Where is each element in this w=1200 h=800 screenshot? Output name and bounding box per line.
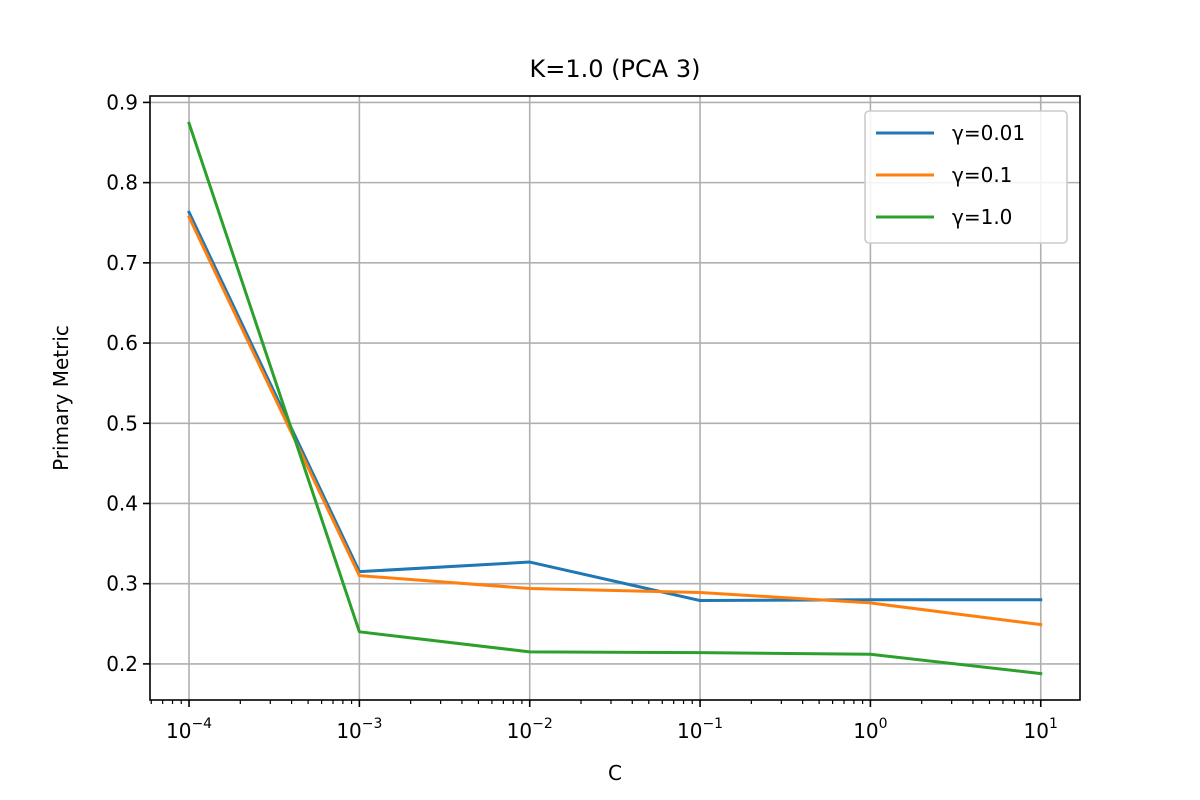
- grid: [150, 96, 1080, 700]
- x-tick-base: 10: [507, 719, 532, 743]
- x-tick-label: 100: [853, 716, 887, 743]
- chart-title: K=1.0 (PCA 3): [530, 55, 701, 83]
- x-tick-base: 10: [336, 719, 361, 743]
- x-tick-label: 10−2: [507, 716, 553, 743]
- x-tick-base: 10: [853, 719, 878, 743]
- y-tick-label: 0.8: [106, 171, 138, 195]
- y-tick-label: 0.4: [106, 491, 138, 515]
- series-line-3: [187, 121, 1043, 676]
- y-tick-label: 0.5: [106, 411, 138, 435]
- series-layer: [187, 121, 1043, 676]
- plot-frame: [149, 95, 1081, 701]
- x-tick-exponent: −4: [191, 716, 212, 732]
- y-tick-label: 0.2: [106, 652, 138, 676]
- x-tick-exponent: −3: [362, 716, 383, 732]
- x-tick-label: 10−3: [336, 716, 382, 743]
- x-tick-base: 10: [166, 719, 191, 743]
- legend-label-3: γ=1.0: [952, 205, 1012, 229]
- x-tick-exponent: −1: [702, 716, 723, 732]
- series-line-1: [187, 210, 1043, 603]
- legend: γ=0.01 γ=0.1 γ=1.0: [864, 110, 1068, 244]
- x-axis: 10−4 10−3 10−2 10−1 100 101: [150, 700, 1058, 743]
- y-tick-label: 0.7: [106, 251, 138, 275]
- x-tick-label: 10−1: [677, 716, 723, 743]
- x-tick-exponent: −2: [532, 716, 553, 732]
- y-axis: 0.2 0.3 0.4 0.5 0.6 0.7 0.8 0.9: [106, 90, 150, 676]
- x-tick-base: 10: [677, 719, 702, 743]
- legend-label-2: γ=0.1: [952, 163, 1012, 187]
- x-tick-base: 10: [1024, 719, 1049, 743]
- x-axis-label: C: [608, 761, 622, 785]
- y-tick-label: 0.9: [106, 90, 138, 114]
- y-tick-label: 0.3: [106, 572, 138, 596]
- x-tick-exponent: 0: [879, 716, 888, 732]
- x-tick-label: 101: [1024, 716, 1058, 743]
- legend-box: [864, 110, 1068, 244]
- y-axis-label: Primary Metric: [49, 325, 73, 471]
- x-tick-exponent: 1: [1049, 716, 1058, 732]
- series-line-2: [187, 215, 1043, 627]
- y-tick-label: 0.6: [106, 331, 138, 355]
- x-tick-label: 10−4: [166, 716, 212, 743]
- legend-label-1: γ=0.01: [952, 121, 1025, 145]
